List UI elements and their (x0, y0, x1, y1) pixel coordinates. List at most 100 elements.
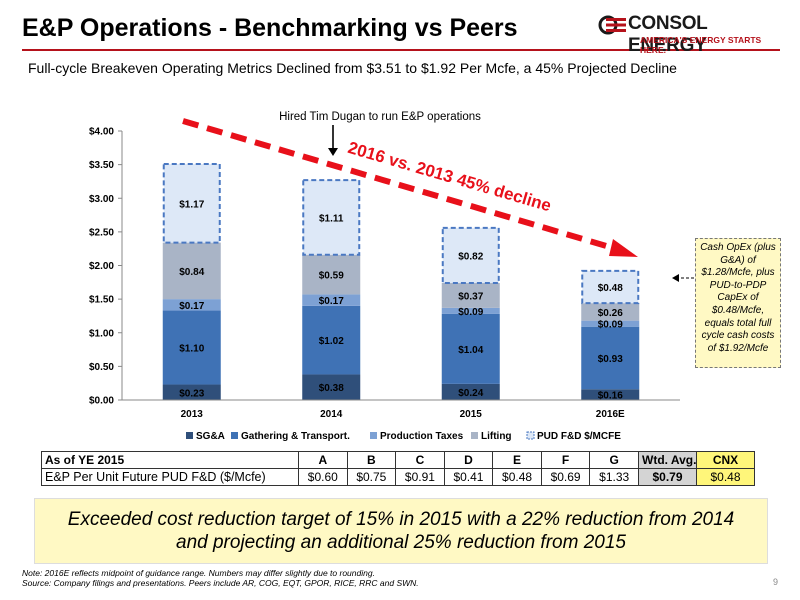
legend-swatch (370, 432, 377, 439)
y-tick-label: $0.00 (89, 396, 114, 407)
bar-segment-pud-f-d-mcfe (162, 162, 221, 244)
cost-reduction-callout: Exceeded cost reduction target of 15% in… (34, 498, 768, 564)
y-tick-label: $2.00 (89, 261, 114, 272)
bar-segment-gathering-transport (581, 326, 640, 390)
y-tick-label: $2.50 (89, 227, 114, 238)
logo-name: CONSOL ENERGY (628, 13, 708, 56)
bar-segment-gathering-transport (162, 310, 221, 385)
y-tick-label: $1.00 (89, 328, 114, 339)
x-tick-label: 2013 (181, 409, 204, 420)
bar-segment-sg-a (441, 383, 500, 400)
x-tick-label: 2015 (460, 409, 483, 420)
bar-segment-lifting (302, 254, 361, 295)
table-header-cell: C (395, 451, 445, 469)
table-row-label: E&P Per Unit Future PUD F&D ($/Mcfe) (41, 468, 299, 486)
y-tick-label: $3.00 (89, 194, 114, 205)
data-label: $1.02 (319, 336, 344, 347)
legend-label: Production Taxes (380, 431, 464, 442)
title-divider (22, 49, 780, 51)
table-header-cell: E (492, 451, 542, 469)
data-label: $0.38 (319, 383, 344, 394)
y-tick-label: $4.00 (89, 127, 114, 138)
data-label: $0.23 (179, 388, 204, 399)
bar-segment-gathering-transport (302, 305, 361, 375)
table-cell-wtd-avg: $0.79 (638, 468, 697, 486)
footnotes: Note: 2016E reflects midpoint of guidanc… (22, 568, 419, 588)
table-cell: $0.75 (346, 468, 397, 486)
bar-segment-pud-f-d-mcfe (441, 226, 500, 284)
table-header-row: As of YE 2015 A B C D E F G Wtd. Avg. CN… (41, 451, 755, 469)
legend-swatch (471, 432, 478, 439)
callout-line-2: and projecting an additional 25% reducti… (176, 532, 626, 553)
bar-segment-pud-f-d-mcfe (302, 179, 361, 256)
table-header-cell: D (443, 451, 494, 469)
data-label: $0.09 (458, 307, 483, 318)
x-tick-label: 2016E (596, 409, 625, 420)
bar-segment-lifting (162, 242, 221, 300)
table-header-cell: Wtd. Avg. (638, 451, 697, 469)
bar-segment-lifting (441, 282, 500, 308)
table-cell: $0.48 (492, 468, 542, 486)
table-header-cell: A (298, 451, 348, 469)
cost-breakdown-chart: $0.23 $1.10 $0.17 $0.84 $1.17 $0.38 $1.02 $0.17… (89, 111, 694, 442)
x-tick-label: 2014 (320, 409, 343, 420)
data-label: $0.93 (598, 354, 623, 365)
y-tick-label: $1.50 (89, 295, 114, 306)
callout-line-1: Exceeded cost reduction target of 15% in… (67, 509, 735, 530)
legend-swatch (231, 432, 238, 439)
bar-segment-gathering-transport (441, 313, 500, 384)
data-label: $1.11 (319, 213, 344, 224)
bar-segment-production-taxes (302, 294, 361, 306)
bar-segment-pud-f-d-mcfe (581, 269, 640, 305)
bar-segment-production-taxes (581, 320, 640, 327)
table-row: E&P Per Unit Future PUD F&D ($/Mcfe) $0.… (41, 468, 755, 486)
table-cell: $0.69 (540, 468, 591, 486)
hired-arrowhead-icon (328, 148, 338, 156)
data-label: $1.17 (179, 199, 204, 210)
legend-label: Lifting (481, 431, 512, 442)
cash-cost-note: Cash OpEx (plus G&A) of $1.28/Mcfe, plus… (695, 238, 781, 368)
footnote-source: Source: Company filings and presentation… (22, 578, 419, 588)
decline-arrowhead-icon (609, 239, 638, 257)
data-label: $0.37 (458, 291, 483, 302)
hired-annotation: Hired Tim Dugan to run E&P operations (279, 111, 481, 123)
table-header-cell: F (540, 451, 591, 469)
table-header-cell: CNX (696, 451, 755, 469)
bar-segment-sg-a (162, 384, 221, 400)
peer-benchmark-table: As of YE 2015 A B C D E F G Wtd. Avg. CN… (41, 451, 755, 486)
y-tick-label: $0.50 (89, 362, 114, 373)
y-tick-label: $3.50 (89, 160, 114, 171)
legend-swatch (186, 432, 193, 439)
logo-tagline: AMERICA'S ENERGY STARTS HERE. (640, 35, 762, 55)
table-cell: $0.60 (298, 468, 348, 486)
bar-segment-sg-a (302, 374, 361, 400)
table-cell: $1.33 (589, 468, 639, 486)
table-header-cell: As of YE 2015 (41, 451, 299, 469)
data-label: $0.24 (458, 388, 483, 399)
table-header-cell: G (589, 451, 639, 469)
table-cell-cnx: $0.48 (696, 468, 755, 486)
data-label: $0.48 (598, 283, 623, 294)
legend-label: SG&A (196, 431, 225, 442)
data-label: $0.26 (598, 308, 623, 319)
data-label: $1.10 (179, 344, 204, 355)
data-label: $0.84 (179, 267, 204, 278)
table-cell: $0.41 (443, 468, 494, 486)
legend-swatch (526, 431, 535, 440)
footnote-note: Note: 2016E reflects midpoint of guidanc… (22, 568, 375, 578)
bar-segment-sg-a (581, 389, 640, 400)
company-logo: CONSOL ENERGY AMERICA'S ENERGY STARTS HE… (598, 13, 788, 56)
table-header-cell: B (346, 451, 397, 469)
bar-segment-production-taxes (162, 299, 221, 311)
chart-legend: SG&A Gathering & Transport. Production Tax… (186, 431, 621, 442)
data-label: $0.82 (458, 251, 483, 262)
consol-logo-icon (598, 15, 626, 35)
decline-trend-arrow-icon (182, 118, 621, 253)
bar-segment-lifting (581, 303, 640, 321)
side-note-arrowhead-icon (672, 274, 679, 282)
bar-segment-production-taxes (441, 307, 500, 314)
data-label: $0.59 (319, 271, 344, 282)
data-label: $0.17 (319, 296, 344, 307)
page-title: E&P Operations - Benchmarking vs Peers (22, 14, 518, 42)
legend-label: PUD F&D $/MCFE (537, 431, 621, 442)
